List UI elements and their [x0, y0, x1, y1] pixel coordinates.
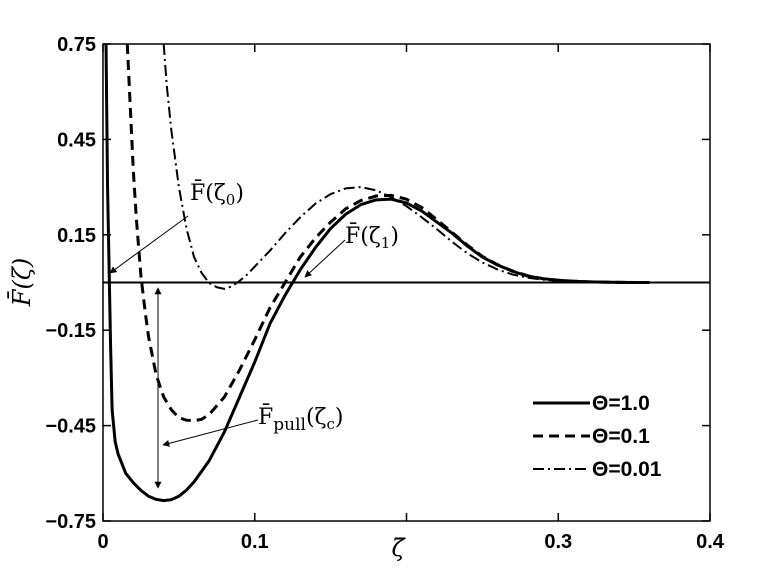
annotation-zeta1-sub: 1: [381, 234, 391, 252]
y-tick-label: −0.75: [45, 511, 96, 533]
annotation-zeta0-close: ): [235, 181, 244, 206]
series-layer: [104, 44, 650, 503]
x-tick-label: 0.1: [241, 531, 269, 553]
annotation-pull-mid: (ζ: [306, 405, 327, 430]
legend: Θ=1.0 Θ=0.1 Θ=0.01: [533, 392, 662, 481]
y-axis-label: F̄(ζ): [8, 258, 36, 307]
ticks-layer: 0 0.1 0.3 0.4 0.75 0.45 0.15 −0.15 −0.45 −0.75: [45, 34, 724, 553]
legend-label-theta-1: Θ=1.0: [592, 392, 650, 415]
x-axis-label: ζ̄: [391, 534, 406, 562]
annotation-zeta1-close: ): [390, 224, 399, 249]
legend-label-theta-0-1: Θ=0.1: [592, 425, 650, 448]
annotation-zeta1: F̄(ζ1): [345, 222, 399, 252]
annotation-arrow-zeta0: [109, 215, 189, 274]
annotation-zeta0-sub: 0: [226, 191, 236, 209]
series-line-1: [125, 44, 650, 423]
annotation-pull-close: ): [335, 405, 344, 430]
y-tick-label: −0.45: [45, 416, 96, 438]
y-tick-label: −0.15: [45, 320, 96, 342]
annotation-zeta0: F̄(ζ0): [190, 179, 244, 209]
annotation-pull: F̄pull(ζc): [258, 403, 344, 435]
y-tick-label: 0.15: [57, 225, 96, 247]
x-tick-label: 0: [97, 531, 108, 553]
annotation-arrow-zeta1: [304, 239, 346, 278]
series-line-2: [162, 44, 650, 290]
series-line-0: [104, 44, 650, 503]
annotation-arrow-pull: [162, 419, 259, 447]
x-tick-label: 0.4: [696, 531, 725, 553]
x-tick-label: 0.3: [544, 531, 572, 553]
annotation-zeta0-base: F̄(ζ: [190, 179, 226, 206]
annotation-pull-sub2: c: [327, 415, 335, 433]
y-tick-label: 0.45: [57, 129, 96, 151]
legend-label-theta-0-01: Θ=0.01: [592, 458, 662, 481]
annotation-zeta1-base: F̄(ζ: [345, 222, 381, 249]
annotation-pull-sub: pull: [273, 415, 306, 435]
y-tick-label: 0.75: [57, 34, 96, 56]
annotation-pull-base: F̄: [258, 403, 273, 430]
